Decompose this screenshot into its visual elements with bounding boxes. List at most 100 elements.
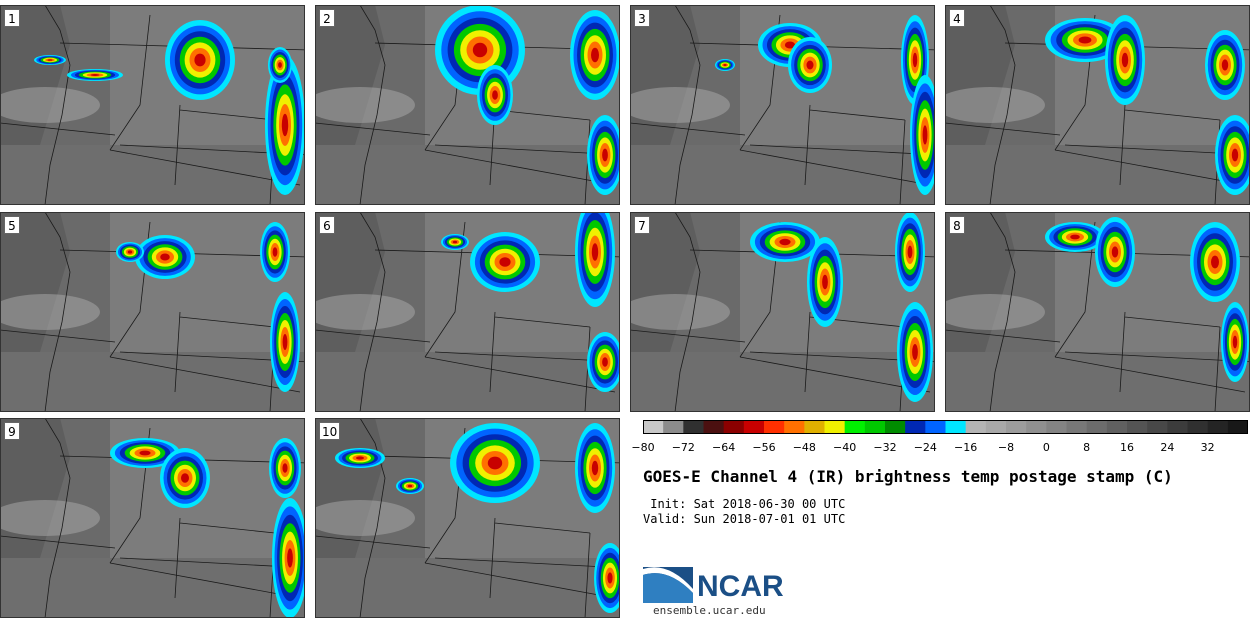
colorbar-swatch (663, 420, 684, 434)
colorbar-tick-label: −24 (913, 441, 937, 454)
colorbar-tick-label: −32 (873, 441, 897, 454)
cloud-top-contour (356, 456, 364, 460)
colorbar-tick-label: 24 (1160, 441, 1175, 454)
colorbar-swatch (784, 420, 805, 434)
cloud-top-contour (127, 250, 133, 254)
cloud-top-contour (1232, 335, 1238, 349)
colorbar-swatch (764, 420, 785, 434)
cloud-top-contour (922, 125, 928, 145)
satellite-map (0, 5, 305, 205)
panel-8: 8 (945, 212, 1250, 412)
colorbar-swatch (885, 420, 906, 434)
southern-terrain (315, 352, 620, 412)
colorbar-swatch (1127, 420, 1148, 434)
colorbar-tick-label: −64 (712, 441, 736, 454)
ncar-logo-text: NCAR (697, 570, 784, 603)
panel-7: 7 (630, 212, 935, 412)
panel-9: 9 (0, 418, 305, 618)
panel-number: 9 (4, 422, 20, 440)
cloud-top-contour (278, 62, 282, 68)
cloud-top-contour (591, 47, 599, 63)
colorbar-swatch (1086, 420, 1108, 434)
cloud-top-contour (452, 240, 458, 244)
cloud-top-contour (282, 334, 288, 350)
cloud-top-contour (492, 90, 498, 100)
cloud-top-contour (607, 572, 613, 584)
website-url: ensemble.ucar.edu (653, 604, 766, 617)
cloud-top-contour (907, 245, 913, 259)
cloud-top-contour (723, 64, 727, 66)
colorbar-tick-label: −8 (997, 441, 1015, 454)
low-cloud (0, 500, 100, 536)
colorbar-tick-label: −48 (792, 441, 816, 454)
cloud-top-contour (472, 42, 488, 58)
low-cloud (945, 294, 1045, 330)
colorbar-swatch (1006, 420, 1027, 434)
colorbar-border (643, 420, 1248, 434)
satellite-map (315, 5, 620, 205)
satellite-map (630, 5, 935, 205)
init-time: Init: Sat 2018-06-30 00 UTC (643, 497, 846, 511)
cloud-top-contour (1231, 148, 1239, 162)
panel-6: 6 (315, 212, 620, 412)
figure-title: GOES-E Channel 4 (IR) brightness temp po… (643, 467, 1173, 486)
colorbar-tick-label: 0 (1042, 441, 1050, 454)
cloud-top-contour (272, 247, 278, 257)
southern-terrain (315, 145, 620, 205)
panel-frame (630, 5, 935, 205)
cloud-top-contour (499, 257, 511, 267)
panel-frame (0, 212, 305, 412)
cloud-top-contour (139, 450, 151, 456)
colorbar-swatch (1187, 420, 1209, 434)
colorbar-swatch (864, 420, 886, 434)
colorbar-tick-label: 8 (1083, 441, 1091, 454)
satellite-map (630, 212, 935, 412)
cloud-top-contour (90, 74, 100, 76)
cloud-top-contour (602, 357, 608, 367)
cloud-top-contour (487, 456, 503, 470)
ncar-logo-icon (643, 567, 693, 603)
satellite-map (0, 418, 305, 618)
panel-number: 1 (4, 9, 20, 27)
panel-frame (315, 418, 620, 618)
cloud-top-contour (282, 463, 288, 473)
panel-number: 2 (319, 9, 335, 27)
colorbar-swatch (643, 420, 664, 434)
colorbar-swatch (743, 420, 765, 434)
colorbar-tick-label: −40 (833, 441, 857, 454)
colorbar-tick-label: 32 (1200, 441, 1215, 454)
colorbar-swatch (965, 420, 987, 434)
cloud-top-contour (784, 41, 796, 49)
panel-5: 5 (0, 212, 305, 412)
cloud-top-contour (912, 52, 918, 68)
low-cloud (315, 294, 415, 330)
colorbar-swatch (1106, 420, 1128, 434)
panel-2: 2 (315, 5, 620, 205)
cloud-top-contour (1070, 234, 1080, 240)
panel-number: 6 (319, 216, 335, 234)
southern-terrain (0, 352, 305, 412)
colorbar-swatch (683, 420, 704, 434)
colorbar-swatch (905, 420, 926, 434)
satellite-map (945, 212, 1250, 412)
panel-number: 10 (319, 422, 341, 440)
cloud-top-contour (194, 53, 206, 67)
panel-frame (0, 5, 305, 205)
colorbar-swatch (1147, 420, 1168, 434)
cloud-top-contour (591, 243, 599, 261)
colorbar-swatch (1046, 420, 1067, 434)
panel-frame (315, 212, 620, 412)
colorbar-swatch (844, 420, 866, 434)
panel-number: 3 (634, 9, 650, 27)
low-cloud (315, 87, 415, 123)
low-cloud (315, 500, 415, 536)
panel-3: 3 (630, 5, 935, 205)
southern-terrain (945, 145, 1250, 205)
low-cloud (630, 87, 730, 123)
colorbar-swatch (824, 420, 846, 434)
cloud-top-contour (407, 484, 413, 488)
panel-1: 1 (0, 5, 305, 205)
panel-number: 4 (949, 9, 965, 27)
cloud-top-contour (281, 113, 289, 137)
colorbar-swatch (925, 420, 946, 434)
